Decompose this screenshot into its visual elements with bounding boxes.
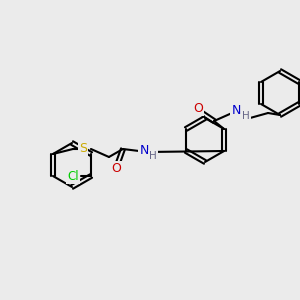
Text: N: N (139, 143, 148, 157)
Text: N: N (231, 104, 241, 118)
Text: O: O (111, 163, 121, 176)
Text: H: H (242, 111, 250, 121)
Text: O: O (193, 101, 203, 115)
Text: S: S (79, 142, 87, 155)
Text: Cl: Cl (67, 169, 79, 182)
Text: H: H (149, 151, 157, 161)
